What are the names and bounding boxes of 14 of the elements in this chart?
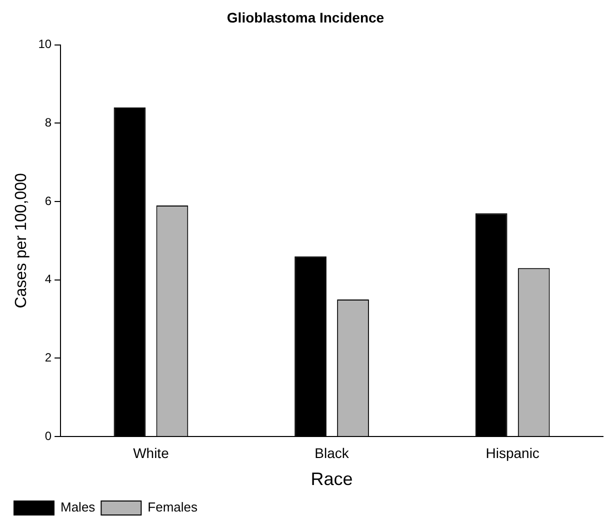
y-tick-label: 2 xyxy=(44,350,52,365)
legend-label: Females xyxy=(148,500,198,515)
y-tick-label: 8 xyxy=(44,115,52,130)
y-axis-title: Cases per 100,000 xyxy=(13,172,30,308)
y-tick-label: 4 xyxy=(44,272,52,286)
legend-label: Males xyxy=(60,500,96,515)
x-axis-title: Race xyxy=(310,469,353,490)
x-tick-label: White xyxy=(133,444,170,461)
y-tick-label: 6 xyxy=(44,194,52,208)
y-tick-label: 10 xyxy=(38,37,52,52)
x-tick-label: Black xyxy=(314,444,350,461)
x-tick-label: Hispanic xyxy=(486,444,540,461)
chart-title: Glioblastoma Incidence xyxy=(226,9,384,26)
y-tick-label: 0 xyxy=(44,428,52,443)
